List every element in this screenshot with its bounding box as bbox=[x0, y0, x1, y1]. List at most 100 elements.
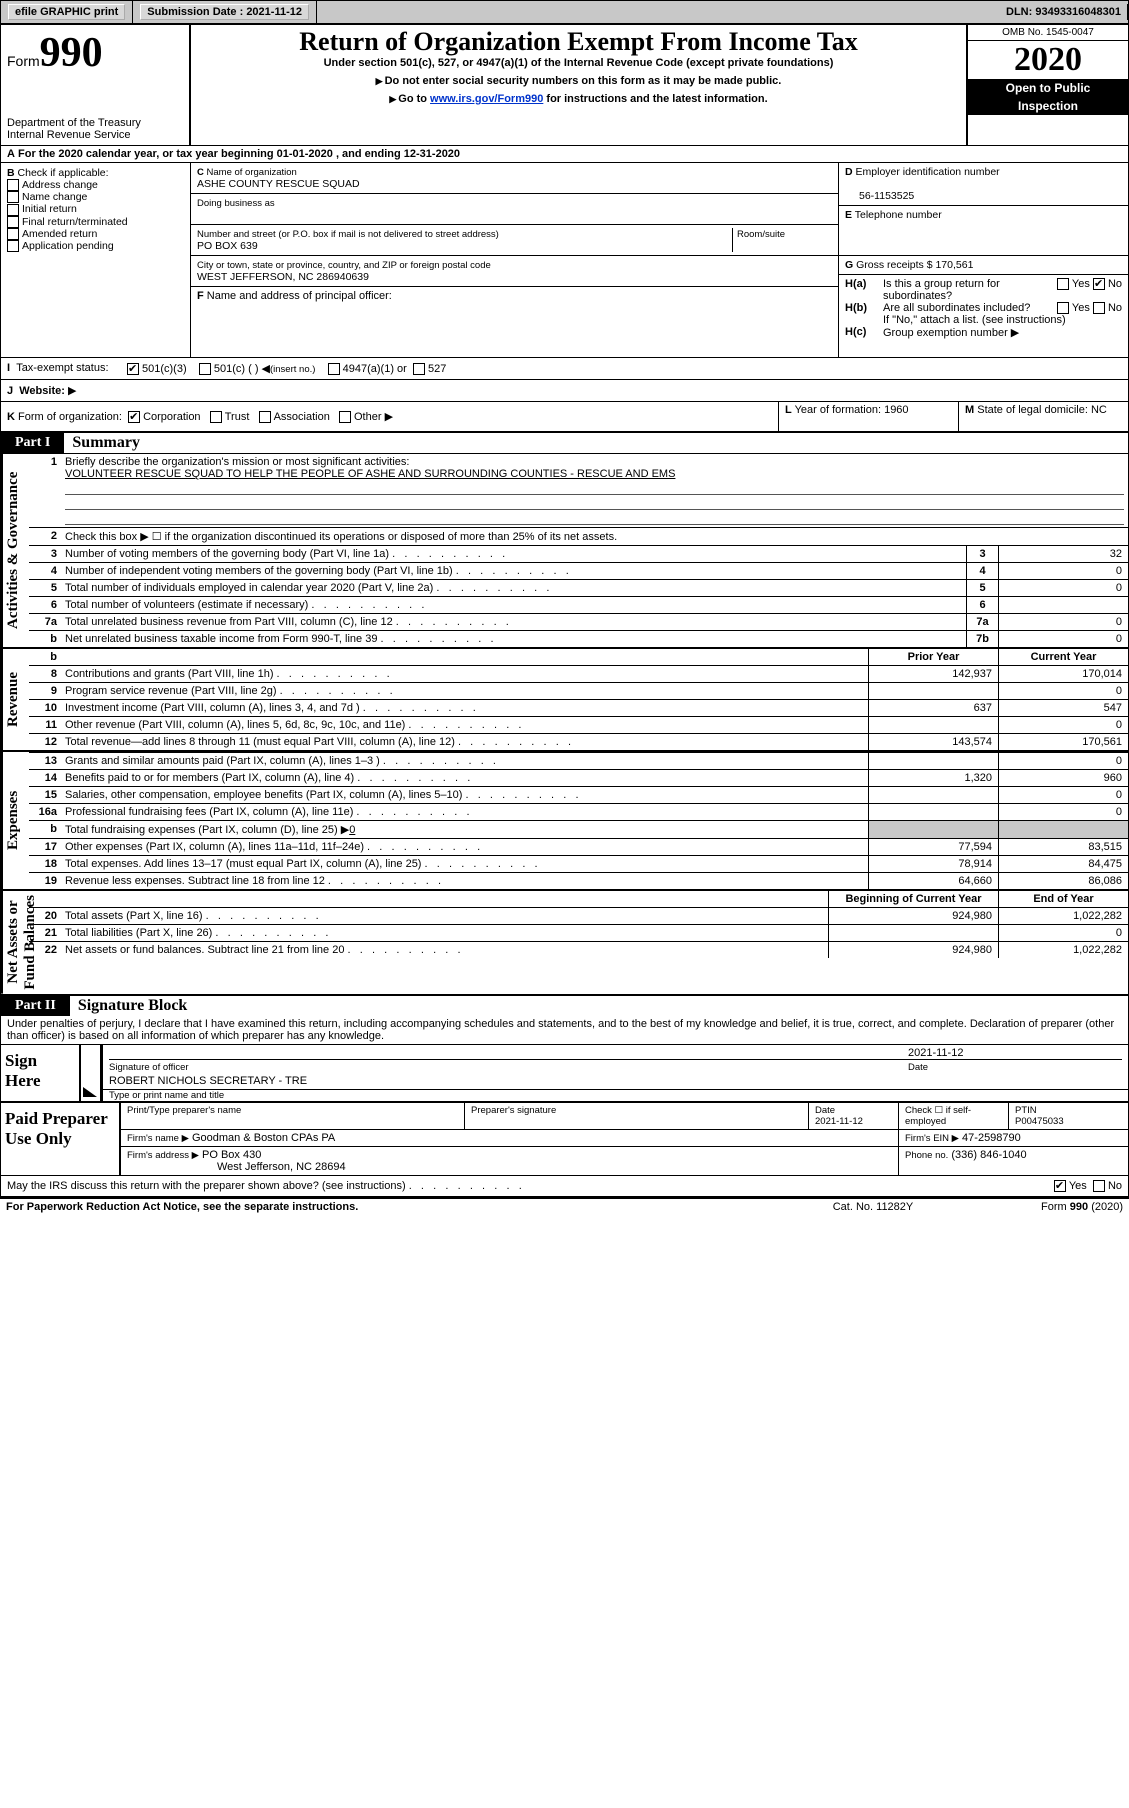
opt-other: Other bbox=[354, 411, 382, 423]
no-label-2: No bbox=[1108, 302, 1122, 314]
opt-4947: 4947(a)(1) or bbox=[343, 363, 407, 375]
dba-label: Doing business as bbox=[197, 198, 275, 209]
gross-receipts: Gross receipts $ 170,561 bbox=[856, 259, 973, 271]
ein-label: Employer identification number bbox=[856, 166, 1000, 178]
checkbox-hb-yes[interactable] bbox=[1057, 302, 1069, 314]
sign-triangle-icon bbox=[81, 1045, 103, 1101]
checkbox-address-change[interactable] bbox=[7, 179, 19, 191]
opt-final-return: Final return/terminated bbox=[22, 216, 128, 228]
yes-label: Yes bbox=[1072, 278, 1090, 290]
tax-year: 2020 bbox=[1014, 41, 1082, 78]
firm-name-value: Goodman & Boston CPAs PA bbox=[192, 1132, 335, 1144]
address-label: Number and street (or P.O. box if mail i… bbox=[197, 229, 499, 240]
col-beginning-year: Beginning of Current Year bbox=[828, 891, 998, 907]
label-hb: H(b) bbox=[845, 302, 867, 314]
label-d: D bbox=[845, 166, 853, 178]
line-row: 20 Total assets (Part X, line 16) 924,98… bbox=[29, 907, 1128, 924]
ptin-label: PTIN bbox=[1015, 1105, 1037, 1116]
line-row: 17 Other expenses (Part IX, column (A), … bbox=[29, 838, 1128, 855]
opt-corporation: Corporation bbox=[143, 411, 200, 423]
line-row: 10 Investment income (Part VIII, column … bbox=[29, 699, 1128, 716]
form-word: Form bbox=[7, 53, 40, 69]
officer-sign-date: 2021-11-12 bbox=[908, 1047, 963, 1059]
paid-body: Print/Type preparer's name Preparer's si… bbox=[121, 1103, 1128, 1175]
block-c: C Name of organization ASHE COUNTY RESCU… bbox=[191, 163, 838, 357]
checkbox-trust[interactable] bbox=[210, 411, 222, 423]
opt-address-change: Address change bbox=[22, 179, 98, 191]
vtab-expenses: Expenses bbox=[1, 752, 29, 889]
sign-here-label: Sign Here bbox=[1, 1045, 81, 1101]
efile-print-button[interactable]: efile GRAPHIC print bbox=[8, 4, 125, 20]
checkbox-501c3[interactable] bbox=[127, 363, 139, 375]
preparer-name-label: Print/Type preparer's name bbox=[121, 1103, 464, 1129]
checkbox-501c[interactable] bbox=[199, 363, 211, 375]
block-b: B Check if applicable: Address change Na… bbox=[1, 163, 191, 357]
submission-date-button[interactable]: Submission Date : 2021-11-12 bbox=[140, 4, 309, 20]
block-d: D Employer identification number56-11535… bbox=[838, 163, 1128, 357]
line16b-current-gray bbox=[998, 821, 1128, 838]
self-employed-label: Check ☐ if self-employed bbox=[898, 1103, 1008, 1129]
checkbox-ha-yes[interactable] bbox=[1057, 278, 1069, 290]
principal-officer-label: Name and address of principal officer: bbox=[207, 290, 392, 302]
form-of-org-label: Form of organization: bbox=[18, 411, 122, 423]
checkbox-other[interactable] bbox=[339, 411, 351, 423]
opt-name-change: Name change bbox=[22, 191, 87, 203]
dln-label: DLN: 93493316048301 bbox=[1000, 4, 1128, 20]
dept-treasury: Department of the Treasury bbox=[7, 117, 183, 129]
firm-address-2: West Jefferson, NC 28694 bbox=[127, 1161, 346, 1173]
paid-preparer-label: Paid Preparer Use Only bbox=[1, 1103, 121, 1175]
line-row: 15 Salaries, other compensation, employe… bbox=[29, 786, 1128, 803]
phone-label: Telephone number bbox=[855, 209, 942, 221]
checkbox-527[interactable] bbox=[413, 363, 425, 375]
officer-name-label: Type or print name and title bbox=[103, 1090, 1128, 1101]
line-row: 7a Total unrelated business revenue from… bbox=[29, 613, 1128, 630]
label-c: C bbox=[197, 167, 204, 178]
state-domicile: State of legal domicile: NC bbox=[977, 404, 1107, 416]
preparer-sig-label: Preparer's signature bbox=[464, 1103, 808, 1129]
form990-link[interactable]: www.irs.gov/Form990 bbox=[430, 93, 543, 105]
checkbox-discuss-yes[interactable] bbox=[1054, 1180, 1066, 1192]
part2-bar: Part II Signature Block bbox=[1, 994, 1128, 1016]
label-e: E bbox=[845, 209, 852, 221]
officer-name-value: ROBERT NICHOLS SECRETARY - TRE bbox=[109, 1075, 307, 1087]
city-label: City or town, state or province, country… bbox=[197, 260, 491, 271]
line16b-label: Total fundraising expenses (Part IX, col… bbox=[65, 824, 349, 836]
checkbox-discuss-no[interactable] bbox=[1093, 1180, 1105, 1192]
line-a: A For the 2020 calendar year, or tax yea… bbox=[1, 145, 1128, 162]
group-exemption-label: Group exemption number bbox=[883, 327, 1008, 339]
line-row: 3 Number of voting members of the govern… bbox=[29, 545, 1128, 562]
checkbox-amended-return[interactable] bbox=[7, 228, 19, 240]
insert-no: (insert no.) bbox=[270, 364, 315, 375]
preparer-date-value: 2021-11-12 bbox=[815, 1116, 863, 1127]
subs-included-label: Are all subordinates included? bbox=[883, 302, 1030, 314]
top-bar: efile GRAPHIC print Submission Date : 20… bbox=[0, 0, 1129, 24]
line-row: 13 Grants and similar amounts paid (Part… bbox=[29, 752, 1128, 769]
checkbox-initial-return[interactable] bbox=[7, 204, 19, 216]
firm-phone-value: (336) 846-1040 bbox=[951, 1149, 1026, 1161]
org-name-label: Name of organization bbox=[207, 167, 297, 178]
checkbox-final-return[interactable] bbox=[7, 216, 19, 228]
opt-trust: Trust bbox=[225, 411, 250, 423]
sig-officer-label: Signature of officer bbox=[109, 1062, 902, 1073]
line-row: 8 Contributions and grants (Part VIII, l… bbox=[29, 665, 1128, 682]
checkbox-association[interactable] bbox=[259, 411, 271, 423]
header-left: Form990 Department of the Treasury Inter… bbox=[1, 25, 191, 145]
line-row: 14 Benefits paid to or for members (Part… bbox=[29, 769, 1128, 786]
checkbox-4947[interactable] bbox=[328, 363, 340, 375]
checkbox-app-pending[interactable] bbox=[7, 240, 19, 252]
check-if-applicable: Check if applicable: bbox=[18, 167, 109, 179]
website-label: Website: bbox=[19, 385, 65, 397]
line-row: 4 Number of independent voting members o… bbox=[29, 562, 1128, 579]
line-row: 6 Total number of volunteers (estimate i… bbox=[29, 596, 1128, 613]
checkbox-name-change[interactable] bbox=[7, 191, 19, 203]
checkbox-corporation[interactable] bbox=[128, 411, 140, 423]
open-public-2: Inspection bbox=[968, 97, 1128, 115]
tax-exempt-label: Tax-exempt status: bbox=[16, 362, 108, 374]
checkbox-ha-no[interactable] bbox=[1093, 278, 1105, 290]
label-g: G bbox=[845, 259, 853, 271]
dept-irs: Internal Revenue Service bbox=[7, 129, 183, 141]
city-value: WEST JEFFERSON, NC 286940639 bbox=[197, 271, 369, 283]
address-value: PO BOX 639 bbox=[197, 240, 258, 252]
checkbox-hb-no[interactable] bbox=[1093, 302, 1105, 314]
page-footer: For Paperwork Reduction Act Notice, see … bbox=[0, 1197, 1129, 1215]
